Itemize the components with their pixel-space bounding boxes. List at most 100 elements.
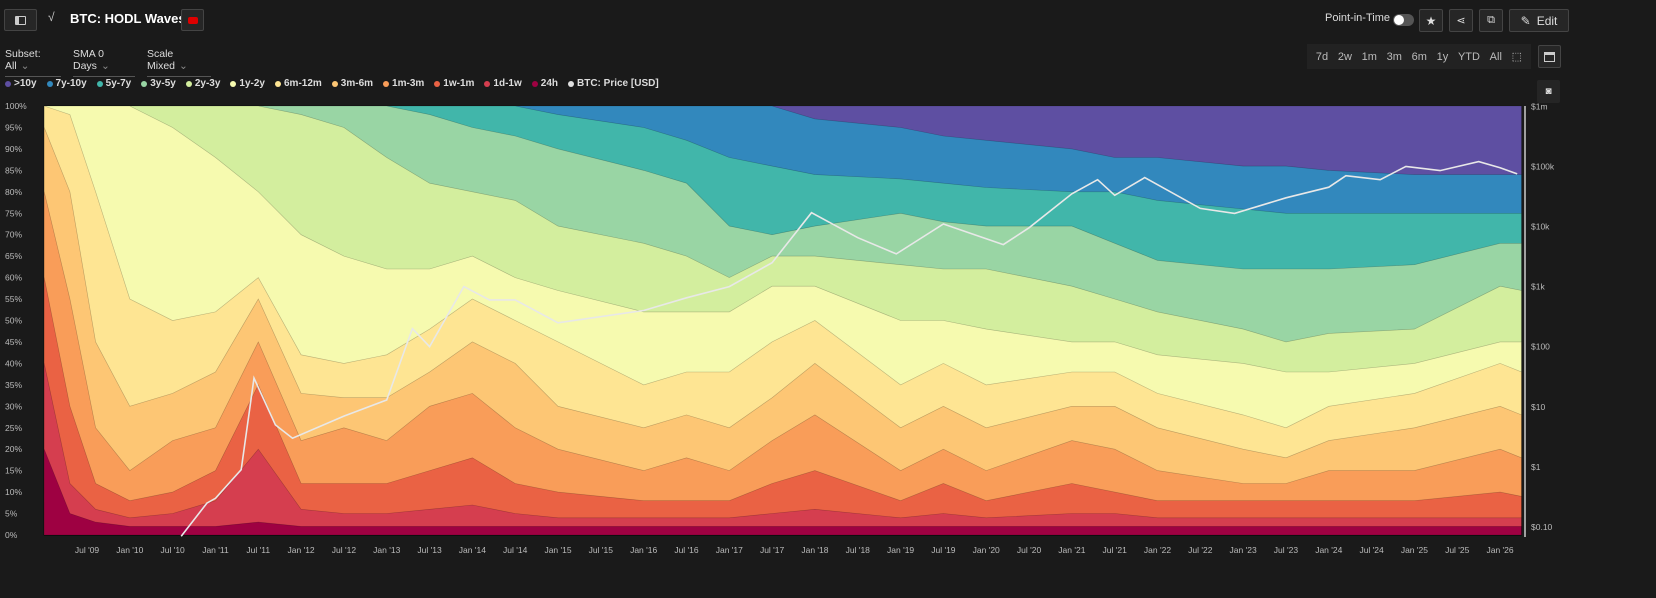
x-tick-label: Jul '10 [160, 545, 185, 555]
y2-tick-label: $10 [1531, 402, 1545, 412]
calendar-button[interactable] [1538, 45, 1561, 68]
legend-swatch [531, 80, 538, 87]
y2-tick-label: $1k [1531, 282, 1545, 292]
y2-tick-label: $100k [1531, 161, 1555, 171]
legend-swatch [484, 80, 491, 87]
point-in-time-toggle[interactable] [1393, 14, 1414, 26]
x-tick-label: Jan '10 [116, 545, 143, 555]
legend-item[interactable]: 3m-6m [331, 78, 373, 89]
x-tick-label: Jan '18 [801, 545, 828, 555]
legend-swatch [185, 80, 192, 87]
range-1y[interactable]: 1y [1436, 50, 1449, 63]
legend-item[interactable]: 6m-12m [274, 78, 322, 89]
range-all[interactable]: All [1489, 50, 1502, 63]
range-6m[interactable]: 6m [1411, 50, 1427, 63]
x-tick-label: Jan '12 [288, 545, 315, 555]
pencil-icon: ✎ [1520, 13, 1531, 28]
sidebar-icon [15, 15, 26, 25]
calendar-icon [1544, 51, 1555, 62]
x-tick-label: Jul '17 [760, 545, 785, 555]
legend-item[interactable]: 2y-3y [185, 78, 220, 89]
range-7d[interactable]: 7d [1315, 50, 1329, 63]
y-tick-label: 95% [5, 122, 22, 132]
subset-dropdown[interactable]: Subset: All ⌄ [5, 48, 61, 77]
duplicate-button[interactable]: ⧉ [1479, 9, 1503, 32]
y-tick-label: 30% [5, 401, 22, 411]
y-tick-label: 25% [5, 423, 22, 433]
x-tick-label: Jul '09 [75, 545, 100, 555]
x-tick-label: Jul '23 [1274, 545, 1299, 555]
y-tick-label: 20% [5, 444, 22, 454]
x-tick-label: Jul '15 [589, 545, 614, 555]
range-ytd[interactable]: YTD [1457, 50, 1480, 63]
x-tick-label: Jul '16 [674, 545, 699, 555]
legend-item[interactable]: 3y-5y [141, 78, 176, 89]
x-tick-label: Jul '14 [503, 545, 528, 555]
legend-swatch [141, 80, 148, 87]
y2-tick-label: $1 [1531, 462, 1541, 472]
x-tick-label: Jan '14 [459, 545, 486, 555]
legend-swatch [331, 80, 338, 87]
legend-swatch [96, 80, 103, 87]
y-tick-label: 35% [5, 380, 22, 390]
range-selector: 7d 2w 1m 3m 6m 1y YTD All ⬚ [1307, 44, 1531, 69]
y-tick-label: 70% [5, 230, 22, 240]
legend: >10y 7y-10y 5y-7y 3y-5y 2y-3y 1y-2y 6m-12m 3m-6… [5, 78, 659, 89]
y-tick-label: 85% [5, 165, 22, 175]
y-tick-label: 5% [5, 509, 18, 519]
x-tick-label: Jul '13 [417, 545, 442, 555]
legend-item[interactable]: 7y-10y [46, 78, 87, 89]
x-tick-label: Jul '19 [931, 545, 956, 555]
band-1d-1w [43, 363, 1522, 536]
band-1m-3m [43, 191, 1522, 536]
x-tick-label: Jan '13 [373, 545, 400, 555]
x-tick-label: Jul '25 [1445, 545, 1470, 555]
youtube-icon [187, 16, 198, 24]
legend-item[interactable]: 5y-7y [96, 78, 131, 89]
x-tick-label: Jan '15 [544, 545, 571, 555]
x-tick-label: Jul '21 [1103, 545, 1128, 555]
x-tick-label: Jan '21 [1058, 545, 1085, 555]
range-2w[interactable]: 2w [1337, 50, 1352, 63]
range-3m[interactable]: 3m [1386, 50, 1402, 63]
x-tick-label: Jan '24 [1315, 545, 1342, 555]
legend-item[interactable]: 1w-1m [434, 78, 474, 89]
y2-tick-label: $1m [1531, 101, 1548, 111]
x-tick-label: Jan '17 [716, 545, 743, 555]
x-tick-label: Jan '19 [887, 545, 914, 555]
x-tick-label: Jul '12 [332, 545, 357, 555]
y-tick-label: 100% [5, 101, 27, 111]
edit-button[interactable]: ✎ Edit [1509, 9, 1569, 32]
x-tick-label: Jan '16 [630, 545, 657, 555]
legend-swatch [274, 80, 281, 87]
legend-swatch [230, 80, 237, 87]
legend-item[interactable]: 24h [531, 78, 558, 89]
y2-tick-label: $100 [1531, 342, 1550, 352]
screenshot-button[interactable]: ◙ [1537, 80, 1560, 103]
sidebar-toggle-button[interactable] [4, 9, 37, 31]
x-tick-label: Jul '20 [1017, 545, 1042, 555]
legend-item[interactable]: 1y-2y [230, 78, 265, 89]
legend-item[interactable]: 1d-1w [484, 78, 522, 89]
favorite-button[interactable]: ★ [1419, 9, 1443, 32]
chevron-down-icon: ⌄ [179, 60, 188, 72]
chevron-down-icon: ⌄ [100, 60, 110, 72]
legend-item[interactable]: >10y [5, 78, 37, 89]
x-tick-label: Jan '22 [1144, 545, 1171, 555]
y-tick-label: 40% [5, 358, 22, 368]
y2-tick-label: $0.10 [1531, 522, 1553, 532]
range-1m[interactable]: 1m [1361, 50, 1377, 63]
legend-item[interactable]: 1m-3m [383, 78, 424, 89]
zoom-select-icon[interactable]: ⬚ [1511, 51, 1523, 63]
x-tick-label: Jul '24 [1359, 545, 1384, 555]
youtube-button[interactable] [181, 9, 204, 31]
x-tick-label: Jul '11 [246, 545, 270, 555]
price-line [180, 160, 1518, 537]
x-tick-label: Jul '18 [846, 545, 871, 555]
page-title: BTC: HODL Waves [70, 11, 186, 26]
x-tick-label: Jan '23 [1230, 545, 1257, 555]
share-button[interactable]: ⋖ [1449, 9, 1473, 32]
legend-item[interactable]: BTC: Price [USD] [568, 78, 659, 89]
scale-dropdown[interactable]: Scale Mixed ⌄ [147, 48, 211, 77]
sma-dropdown[interactable]: SMA 0 Days ⌄ [73, 48, 135, 77]
